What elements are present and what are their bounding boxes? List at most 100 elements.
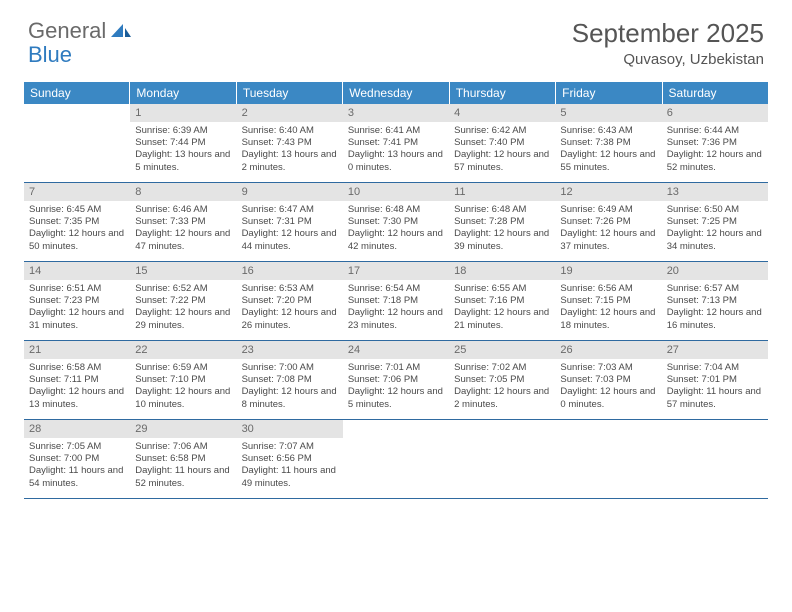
sunset-text: Sunset: 7:18 PM [348,295,444,307]
sunset-text: Sunset: 7:00 PM [29,453,125,465]
day-cell [343,420,449,498]
brand-word1: General [28,18,106,44]
sunset-text: Sunset: 7:10 PM [135,374,231,386]
day-cell: 18Sunrise: 6:55 AMSunset: 7:16 PMDayligh… [449,262,555,340]
weeks-container: 1Sunrise: 6:39 AMSunset: 7:44 PMDaylight… [24,104,768,499]
sunset-text: Sunset: 7:22 PM [135,295,231,307]
day-number: 20 [662,262,768,280]
day-number: 5 [555,104,661,122]
day-number: 6 [662,104,768,122]
day-cell: 27Sunrise: 7:04 AMSunset: 7:01 PMDayligh… [662,341,768,419]
day-cell [662,420,768,498]
dow-row: SundayMondayTuesdayWednesdayThursdayFrid… [24,82,768,104]
daylight-text: Daylight: 12 hours and 42 minutes. [348,228,444,252]
sunset-text: Sunset: 7:36 PM [667,137,763,149]
day-number: 13 [662,183,768,201]
header: General September 2025 Quvasoy, Uzbekist… [0,0,792,72]
day-number: 12 [555,183,661,201]
sunrise-text: Sunrise: 6:48 AM [454,204,550,216]
day-cell [555,420,661,498]
day-number: 2 [237,104,343,122]
daylight-text: Daylight: 11 hours and 52 minutes. [135,465,231,489]
day-number: 1 [130,104,236,122]
daylight-text: Daylight: 12 hours and 29 minutes. [135,307,231,331]
day-cell [24,104,130,182]
sunrise-text: Sunrise: 7:00 AM [242,362,338,374]
sunrise-text: Sunrise: 6:47 AM [242,204,338,216]
daylight-text: Daylight: 12 hours and 0 minutes. [560,386,656,410]
sunrise-text: Sunrise: 6:46 AM [135,204,231,216]
day-cell: 23Sunrise: 7:00 AMSunset: 7:08 PMDayligh… [237,341,343,419]
day-cell: 25Sunrise: 7:02 AMSunset: 7:05 PMDayligh… [449,341,555,419]
sunrise-text: Sunrise: 6:56 AM [560,283,656,295]
sunset-text: Sunset: 7:06 PM [348,374,444,386]
daylight-text: Daylight: 13 hours and 5 minutes. [135,149,231,173]
day-number: 27 [662,341,768,359]
sunset-text: Sunset: 7:03 PM [560,374,656,386]
day-cell: 21Sunrise: 6:58 AMSunset: 7:11 PMDayligh… [24,341,130,419]
sunrise-text: Sunrise: 7:04 AM [667,362,763,374]
daylight-text: Daylight: 12 hours and 10 minutes. [135,386,231,410]
daylight-text: Daylight: 12 hours and 55 minutes. [560,149,656,173]
location: Quvasoy, Uzbekistan [572,51,764,68]
day-number: 14 [24,262,130,280]
day-cell: 24Sunrise: 7:01 AMSunset: 7:06 PMDayligh… [343,341,449,419]
sunrise-text: Sunrise: 6:41 AM [348,125,444,137]
sunrise-text: Sunrise: 7:02 AM [454,362,550,374]
day-number: 4 [449,104,555,122]
day-cell: 29Sunrise: 7:06 AMSunset: 6:58 PMDayligh… [130,420,236,498]
day-number: 9 [237,183,343,201]
daylight-text: Daylight: 11 hours and 49 minutes. [242,465,338,489]
day-number: 16 [237,262,343,280]
sunset-text: Sunset: 7:33 PM [135,216,231,228]
dow-cell: Friday [556,82,662,104]
sunrise-text: Sunrise: 6:54 AM [348,283,444,295]
daylight-text: Daylight: 11 hours and 57 minutes. [667,386,763,410]
sunrise-text: Sunrise: 7:07 AM [242,441,338,453]
day-number: 28 [24,420,130,438]
sunrise-text: Sunrise: 6:49 AM [560,204,656,216]
day-number: 24 [343,341,449,359]
day-cell: 28Sunrise: 7:05 AMSunset: 7:00 PMDayligh… [24,420,130,498]
daylight-text: Daylight: 12 hours and 52 minutes. [667,149,763,173]
day-number: 8 [130,183,236,201]
daylight-text: Daylight: 12 hours and 13 minutes. [29,386,125,410]
day-cell: 30Sunrise: 7:07 AMSunset: 6:56 PMDayligh… [237,420,343,498]
daylight-text: Daylight: 12 hours and 47 minutes. [135,228,231,252]
month-title: September 2025 [572,18,764,49]
day-number: 19 [555,262,661,280]
day-cell: 5Sunrise: 6:43 AMSunset: 7:38 PMDaylight… [555,104,661,182]
logo-sail-icon [110,22,132,40]
sunset-text: Sunset: 7:23 PM [29,295,125,307]
day-cell: 2Sunrise: 6:40 AMSunset: 7:43 PMDaylight… [237,104,343,182]
week-row: 14 Sunrise: 6:51 AMSunset: 7:23 PM Dayligh… [24,262,768,341]
sunset-text: Sunset: 7:11 PM [29,374,125,386]
week-row: 7Sunrise: 6:45 AMSunset: 7:35 PMDaylight… [24,183,768,262]
day-cell: 20Sunrise: 6:57 AMSunset: 7:13 PMDayligh… [662,262,768,340]
sunrise-text: Sunrise: 6:51 AM [29,283,125,295]
sunset-text: Sunset: 7:31 PM [242,216,338,228]
daylight-text: Daylight: 12 hours and 8 minutes. [242,386,338,410]
sunrise-text: Sunrise: 7:05 AM [29,441,125,453]
sunrise-text: Sunrise: 6:39 AM [135,125,231,137]
day-cell: 26Sunrise: 7:03 AMSunset: 7:03 PMDayligh… [555,341,661,419]
sunrise-text: Sunrise: 6:42 AM [454,125,550,137]
day-cell: 8 Sunrise: 6:46 AMSunset: 7:33 PMDaylight… [130,183,236,261]
day-cell: 19Sunrise: 6:56 AMSunset: 7:15 PMDayligh… [555,262,661,340]
week-row: 28 Sunrise: 7:05 AMSunset: 7:00 PM Dayligh… [24,420,768,499]
sunset-text: Sunset: 7:13 PM [667,295,763,307]
day-cell: 1Sunrise: 6:39 AMSunset: 7:44 PMDaylight… [130,104,236,182]
day-cell: 10Sunrise: 6:48 AMSunset: 7:30 PMDayligh… [343,183,449,261]
sunrise-text: Sunrise: 6:53 AM [242,283,338,295]
day-number: 11 [449,183,555,201]
daylight-text: Daylight: 12 hours and 16 minutes. [667,307,763,331]
day-number: 23 [237,341,343,359]
sunset-text: Sunset: 7:28 PM [454,216,550,228]
day-number [24,104,130,122]
day-number [555,420,661,438]
sunset-text: Sunset: 7:20 PM [242,295,338,307]
day-cell: 6Sunrise: 6:44 AMSunset: 7:36 PMDaylight… [662,104,768,182]
day-number: 26 [555,341,661,359]
daylight-text: Daylight: 12 hours and 5 minutes. [348,386,444,410]
daylight-text: Daylight: 12 hours and 39 minutes. [454,228,550,252]
